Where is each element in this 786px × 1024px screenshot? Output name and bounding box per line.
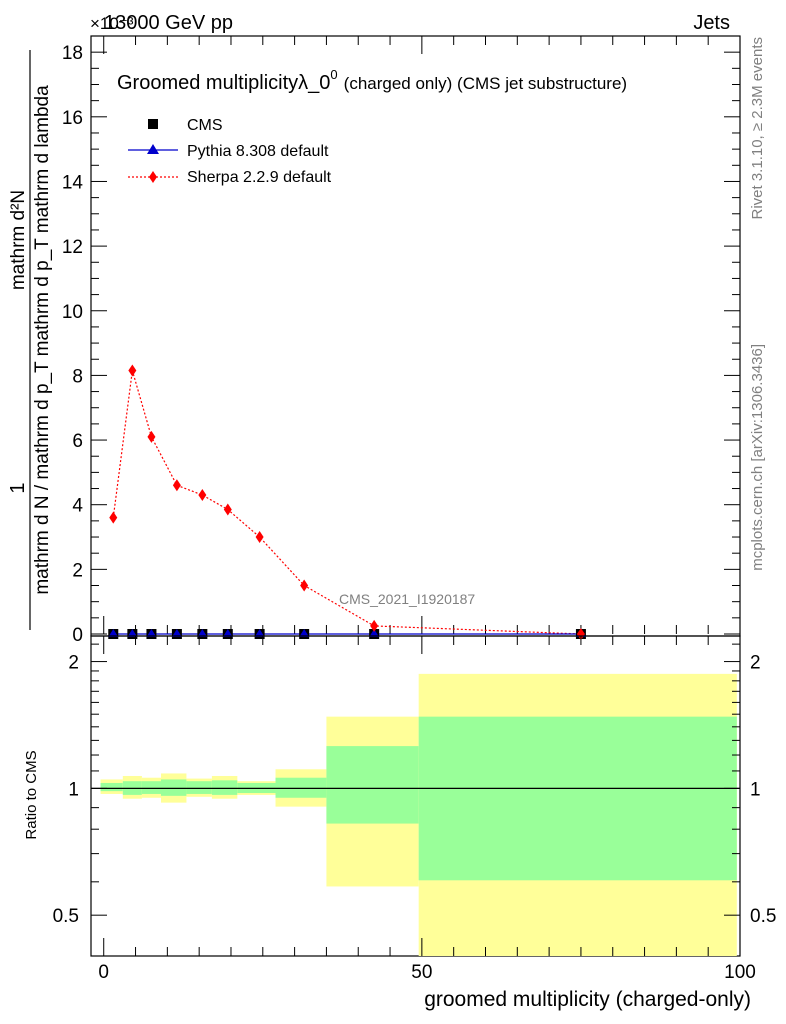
main-y-tick-label: 10 (62, 302, 83, 323)
rivet-label: Rivet 3.1.10, ≥ 2.3M events (749, 37, 766, 220)
plot-title-suffix: (charged only) (CMS jet substructure) (344, 74, 627, 93)
energy-label: 13000 GeV pp (104, 12, 233, 34)
pythia-point (108, 629, 119, 637)
main-y-tick-label: 8 (72, 366, 83, 387)
ratio-plot-frame (90, 635, 741, 957)
legend-sherpa-label: Sherpa 2.2.9 default (187, 169, 332, 186)
main-y-tick-label: 12 (62, 237, 83, 258)
ratio-inner-band (211, 780, 238, 795)
ratio-uncertainty-bands (91, 673, 740, 956)
x-tick-label: 50 (411, 962, 432, 983)
legend: CMS Pythia 8.308 default Sherpa 2.2.9 de… (128, 117, 332, 186)
ratio-inner-band (141, 781, 161, 794)
pythia-point (222, 629, 233, 637)
x-tick-label: 0 (98, 962, 109, 983)
main-series-layer (108, 364, 586, 640)
main-y-tick-label: 2 (72, 560, 83, 581)
legend-pythia-label: Pythia 8.308 default (187, 143, 329, 160)
main-y-axis: 0 2 4 6 8 10 12 14 16 18 (62, 43, 740, 646)
ylabel-prefix: 1 (7, 482, 29, 493)
ratio-y-tick-label-right: 0.5 (750, 906, 776, 927)
legend-cms-label: CMS (187, 117, 223, 134)
pythia-point (299, 629, 310, 637)
main-y-tick-label: 6 (72, 431, 83, 452)
x-axis-label: groomed multiplicity (charged-only) (424, 988, 751, 1011)
category-label: Jets (693, 12, 730, 34)
sherpa-point (300, 579, 309, 592)
pythia-point (146, 629, 157, 637)
mcplots-label: mcplots.cern.ch [arXiv:1306.3436] (749, 344, 766, 571)
ratio-y-axis: 0.5 0.5 1 1 2 2 (53, 643, 776, 927)
ratio-y-tick-label: 0.5 (53, 906, 79, 927)
ratio-y-tick-label-right: 1 (750, 779, 761, 800)
main-y-tick-label: 4 (72, 496, 83, 517)
pythia-point (127, 629, 138, 637)
sherpa-point (198, 489, 207, 502)
ratio-inner-band (160, 779, 187, 796)
ratio-y-tick-label-right: 2 (750, 653, 761, 674)
ratio-inner-band (275, 777, 327, 798)
ratio-inner-band (418, 716, 737, 881)
main-y-tick-label: 14 (62, 172, 84, 193)
ratio-inner-band (326, 746, 419, 824)
sherpa-point (370, 619, 379, 632)
legend-cms-marker (148, 119, 158, 129)
ratio-y-label: Ratio to CMS (23, 750, 40, 839)
plot-title-main: Groomed multiplicityλ_0 (117, 72, 330, 94)
main-y-tick-label: 18 (62, 43, 83, 64)
plot-title-sup: 0 (330, 67, 337, 82)
sherpa-point (223, 503, 232, 516)
plot-title: Groomed multiplicityλ_00 (charged only) (… (117, 67, 627, 94)
legend-pythia-marker (147, 144, 159, 154)
ratio-inner-band (186, 781, 212, 794)
sherpa-point (255, 531, 264, 544)
ratio-inner-band (100, 782, 123, 792)
sherpa-point (147, 430, 156, 443)
exponent-label: ×10⁻³ (90, 14, 134, 33)
ratio-y-tick-label: 1 (68, 779, 79, 800)
ylabel-denominator: mathrm d N / mathrm d p_T mathrm d p_T m… (32, 85, 53, 595)
pythia-point (171, 629, 182, 637)
x-tick-label: 100 (724, 962, 756, 983)
pythia-point (197, 629, 208, 637)
sherpa-point (128, 364, 137, 377)
analysis-tag: CMS_2021_I1920187 (339, 591, 475, 607)
ratio-x-axis: 0 50 100 (98, 636, 756, 983)
legend-sherpa-marker (149, 171, 157, 183)
ylabel-numerator: mathrm d²N (8, 190, 29, 290)
ratio-y-tick-label: 2 (68, 653, 79, 674)
main-y-label: 1 mathrm d²N mathrm d N / mathrm d p_T m… (7, 50, 53, 630)
main-y-tick-label: 0 (72, 625, 83, 646)
sherpa-point (576, 628, 585, 640)
series-sherpa-line (112, 370, 581, 635)
pythia-point (254, 629, 265, 637)
sherpa-point (172, 479, 181, 492)
pythia-point (369, 629, 380, 637)
main-y-tick-label: 16 (62, 108, 83, 129)
sherpa-point (109, 511, 118, 524)
